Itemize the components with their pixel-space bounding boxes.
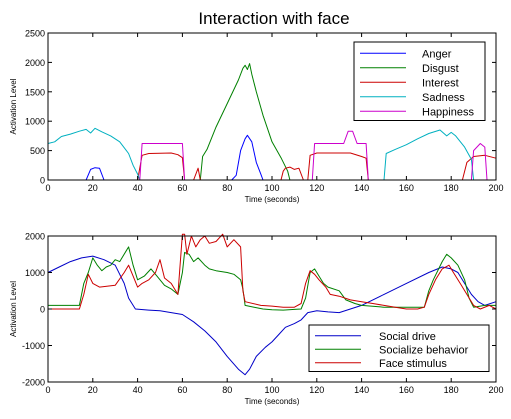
- x-tick-label: 180: [444, 385, 459, 395]
- x-tick-label: 60: [177, 183, 187, 193]
- y-tick-label: 0: [40, 176, 45, 186]
- x-tick-label: 120: [309, 183, 324, 193]
- series-line-happiness: [48, 130, 496, 181]
- series-line-socialize-behavior: [48, 246, 496, 311]
- x-tick-label: 100: [264, 183, 279, 193]
- series-line-social-drive: [47, 255, 497, 376]
- y-tick-label: -1000: [22, 341, 45, 351]
- figure-title: Interaction with face: [198, 9, 349, 28]
- legend-label: Happiness: [422, 106, 474, 118]
- y-tick-label: 1000: [25, 268, 45, 278]
- x-tick-label: 80: [222, 385, 232, 395]
- x-tick-label: 20: [88, 385, 98, 395]
- x-tick-label: 100: [264, 385, 279, 395]
- legend-box: [308, 324, 490, 372]
- x-tick-label: 20: [88, 183, 98, 193]
- x-axis-label: Time (seconds): [245, 397, 300, 406]
- y-tick-label: 0: [40, 305, 45, 315]
- y-tick-label: 2000: [25, 232, 45, 242]
- x-tick-label: 40: [133, 385, 143, 395]
- legend-label: Social drive: [379, 331, 436, 343]
- y-axis-label: Activation Level: [9, 78, 18, 134]
- legend-label: Interest: [422, 77, 459, 89]
- x-tick-label: 0: [45, 385, 50, 395]
- y-axis-label: Activation Level: [9, 281, 18, 337]
- legend-label: Disgust: [422, 63, 459, 75]
- legend-label: Anger: [422, 48, 452, 60]
- x-tick-label: 0: [45, 183, 50, 193]
- series-line-face-stimulus: [48, 233, 497, 310]
- emotion-chart: 0 20 40 60 80 100 120 140 160 180 2000500100015002…: [9, 29, 504, 205]
- y-tick-label: -2000: [22, 378, 45, 388]
- series-line-anger: [48, 134, 496, 181]
- x-tick-label: 140: [354, 183, 369, 193]
- x-tick-label: 140: [354, 385, 369, 395]
- x-tick-label: 200: [488, 385, 503, 395]
- y-tick-label: 2500: [25, 29, 45, 39]
- series-line-sadness: [47, 127, 496, 181]
- y-tick-label: 2000: [25, 58, 45, 68]
- x-tick-label: 40: [133, 183, 143, 193]
- x-tick-label: 200: [488, 183, 503, 193]
- x-tick-label: 80: [222, 183, 232, 193]
- x-axis-label: Time (seconds): [245, 195, 300, 204]
- y-tick-label: 1000: [25, 117, 45, 127]
- legend-label: Sadness: [422, 92, 465, 104]
- x-tick-label: 60: [177, 385, 187, 395]
- legend-label: Socialize behavior: [379, 344, 469, 356]
- social-chart: 0 20 40 60 80 100 120 140 160 180 200 -2000 -1000 0 10…: [9, 232, 504, 407]
- legend: Anger Disgust Interest Sadness Happiness: [353, 41, 486, 121]
- x-tick-label: 160: [399, 183, 414, 193]
- series-line-disgust: [48, 63, 496, 181]
- x-tick-label: 120: [309, 385, 324, 395]
- legend-box: [353, 41, 486, 121]
- series-line-interest: [48, 152, 497, 181]
- y-tick-label: 1500: [25, 87, 45, 97]
- legend-label: Face stimulus: [379, 358, 447, 370]
- x-tick-label: 160: [399, 385, 414, 395]
- x-tick-label: 180: [444, 183, 459, 193]
- y-tick-label: 500: [30, 146, 45, 156]
